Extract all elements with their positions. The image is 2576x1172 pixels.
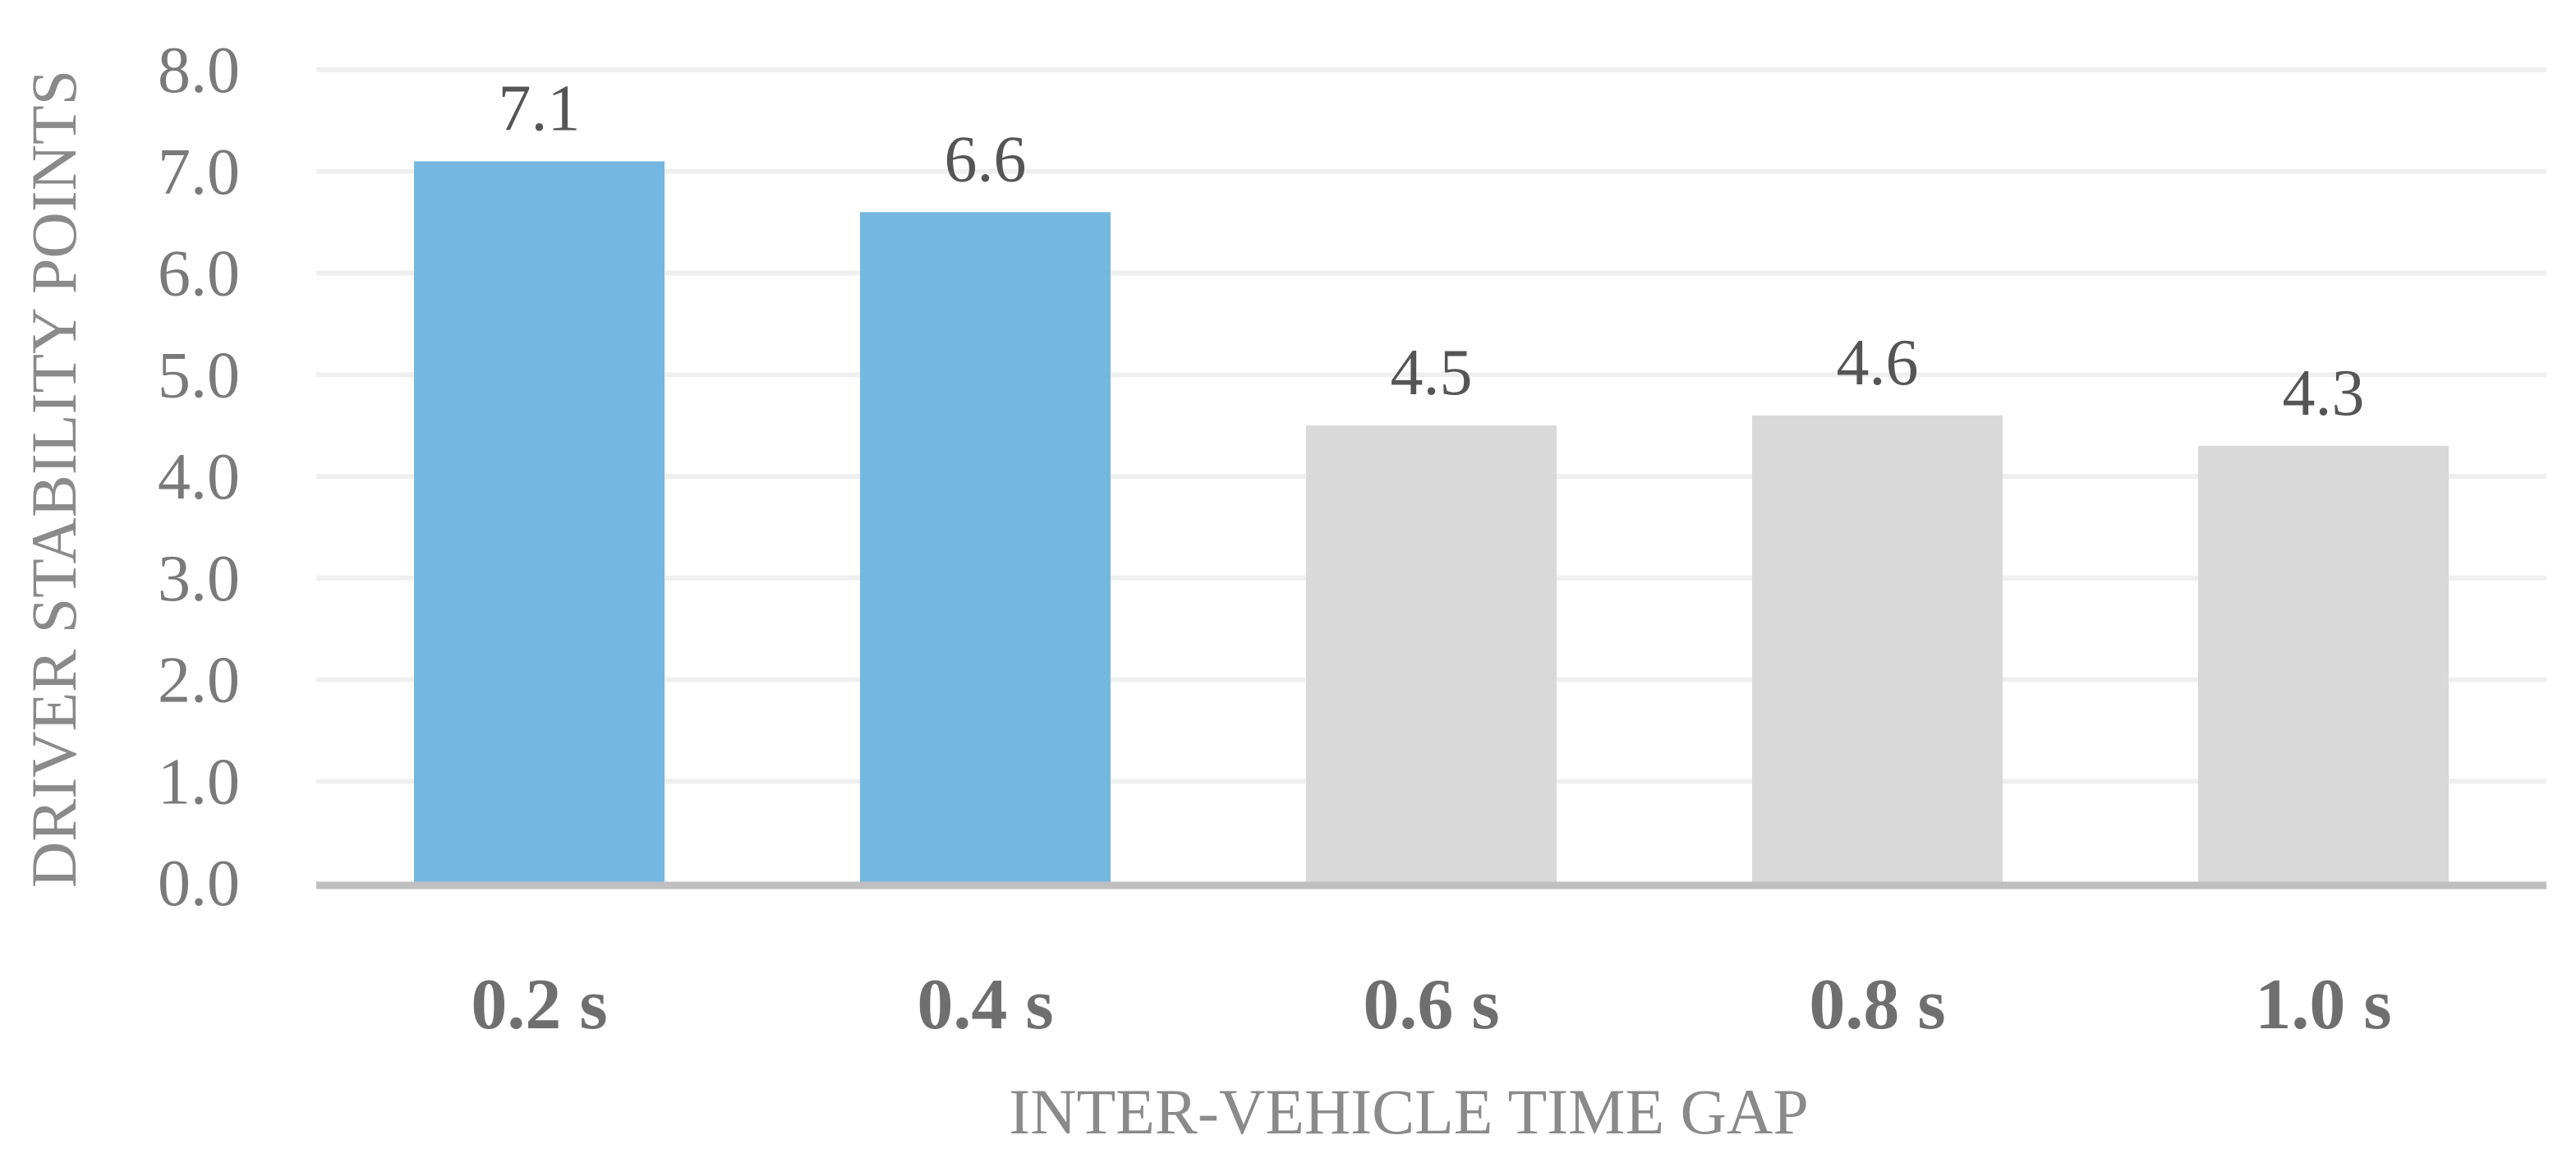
y-tick-label: 0.0	[158, 848, 240, 920]
x-axis-title: INTER-VEHICLE TIME GAP	[1009, 1076, 1808, 1147]
bar-0-8-s	[1752, 415, 2003, 883]
bar-0-2-s	[414, 161, 665, 883]
x-category-label: 0.6 s	[1363, 965, 1499, 1045]
bars	[414, 161, 2449, 883]
y-tick-label: 7.0	[158, 136, 240, 209]
bar-1-0-s	[2198, 445, 2449, 883]
data-label: 6.6	[945, 123, 1027, 195]
bar-0-4-s	[860, 212, 1111, 883]
bar-0-6-s	[1306, 425, 1557, 883]
y-tick-label: 3.0	[158, 543, 240, 615]
y-tick-label: 4.0	[158, 441, 240, 513]
y-axis-ticks: 0.0 1.0 2.0 3.0 4.0 5.0 6.0 7.0 8.0	[158, 34, 240, 920]
y-tick-label: 6.0	[158, 238, 240, 310]
data-labels: 7.1 6.6 4.5 4.6 4.3	[499, 72, 2365, 430]
y-tick-label: 8.0	[158, 34, 240, 107]
y-tick-label: 1.0	[158, 746, 240, 818]
y-axis-title: DRIVER STABILITY POINTS	[18, 70, 90, 888]
x-category-label: 0.8 s	[1809, 965, 1945, 1045]
data-label: 7.1	[499, 72, 581, 145]
x-category-label: 1.0 s	[2255, 965, 2391, 1045]
y-tick-label: 5.0	[158, 339, 240, 411]
data-label: 4.5	[1391, 337, 1473, 409]
data-label: 4.3	[2283, 357, 2365, 430]
y-tick-label: 2.0	[158, 645, 240, 717]
x-category-label: 0.2 s	[471, 965, 607, 1045]
x-category-label: 0.4 s	[917, 965, 1053, 1045]
data-label: 4.6	[1837, 327, 1919, 399]
x-axis-categories: 0.2 s 0.4 s 0.6 s 0.8 s 1.0 s	[471, 965, 2391, 1045]
